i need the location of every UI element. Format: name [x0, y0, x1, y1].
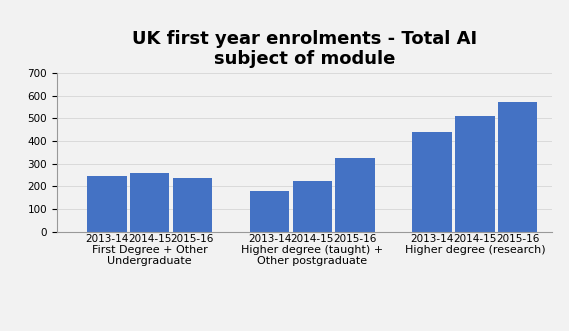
Bar — [455, 116, 494, 232]
Title: UK first year enrolments - Total AI
subject of module: UK first year enrolments - Total AI subj… — [132, 30, 477, 69]
Text: Higher degree (research): Higher degree (research) — [405, 245, 545, 255]
Bar — [292, 181, 332, 232]
Bar — [335, 158, 375, 232]
Text: Higher degree (taught) +
Other postgraduate: Higher degree (taught) + Other postgradu… — [241, 245, 384, 266]
Bar — [250, 191, 289, 232]
Bar — [498, 102, 537, 232]
Bar — [87, 176, 126, 232]
Bar — [173, 178, 212, 232]
Text: First Degree + Other
Undergraduate: First Degree + Other Undergraduate — [92, 245, 208, 266]
Bar — [130, 173, 170, 232]
Bar — [413, 132, 452, 232]
